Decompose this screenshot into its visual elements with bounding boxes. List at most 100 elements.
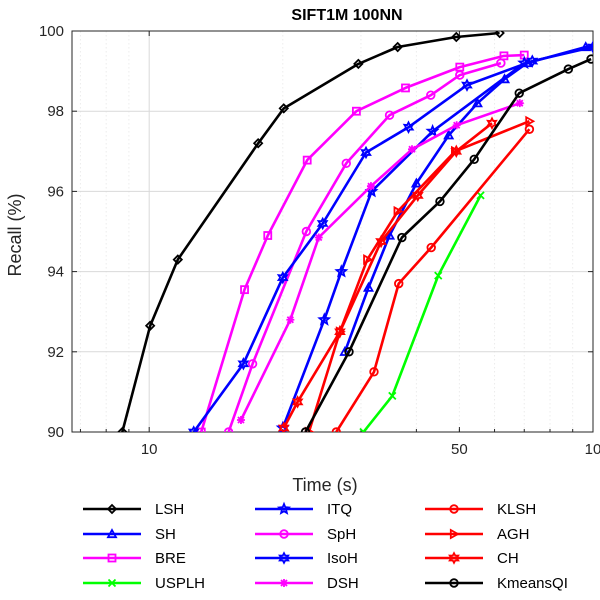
data-point-sh [339, 345, 351, 356]
legend-marker-agh [449, 528, 460, 540]
data-point-dsh [452, 121, 461, 130]
legend-marker-sh [106, 528, 118, 539]
y-tick-label: 94 [47, 264, 64, 281]
legend-label-ch: CH [497, 550, 519, 567]
legend-item-itq: ITQ [255, 501, 352, 518]
data-point-sph [455, 70, 465, 80]
data-point-sph [384, 110, 395, 120]
series-sph [223, 58, 506, 432]
data-point-lsh [451, 31, 462, 43]
legend-marker-bre [107, 553, 117, 563]
x-tick-label: 10 [141, 441, 158, 458]
series-line-isoh [192, 45, 593, 432]
legend-item-dsh: DSH [255, 575, 359, 592]
data-point-agh [393, 205, 404, 217]
series-line-itq [281, 62, 526, 429]
data-point-kmeansqi [397, 232, 407, 243]
series-kmeansqi [300, 54, 593, 432]
data-point-isoh [276, 270, 289, 285]
series-lsh [117, 31, 505, 432]
legend-marker-usplh [107, 578, 117, 588]
data-point-klsh [369, 367, 379, 377]
data-point-bre [401, 83, 410, 93]
legend-item-isoh: IsoH [255, 550, 358, 567]
data-point-kmeansqi [586, 54, 593, 64]
legend-item-ch: CH [425, 550, 519, 567]
data-point-klsh [331, 427, 342, 432]
data-point-kmeansqi [300, 427, 311, 432]
data-point-kmeansqi [514, 88, 524, 98]
data-point-isoh [526, 54, 539, 68]
data-point-dsh [408, 145, 417, 154]
data-point-dsh [286, 315, 295, 324]
data-point-bre [302, 155, 312, 165]
series-line-lsh [121, 31, 500, 432]
legend-item-sph: SpH [255, 526, 356, 543]
legend-label-kmeansqi: KmeansQI [497, 575, 568, 592]
data-point-isoh [316, 216, 329, 231]
data-point-bre [351, 106, 361, 116]
data-point-usplh [434, 271, 443, 280]
data-point-klsh [394, 278, 404, 289]
data-point-ch [375, 234, 387, 249]
data-point-agh [363, 254, 374, 266]
legend-label-lsh: LSH [155, 501, 184, 518]
data-point-dsh [515, 99, 524, 108]
y-tick-label: 92 [47, 344, 64, 361]
legend-item-sh: SH [83, 526, 176, 543]
data-point-lsh [392, 41, 403, 53]
data-point-sph [223, 427, 234, 432]
legend-marker-isoh [278, 551, 290, 565]
data-point-usplh [476, 191, 485, 200]
legend-label-sph: SpH [327, 526, 356, 543]
legend-label-dsh: DSH [327, 575, 359, 592]
data-point-sh [471, 97, 483, 108]
data-point-sh [595, 41, 600, 48]
series-line-ch [282, 122, 493, 429]
data-point-kmeansqi [469, 154, 479, 165]
data-point-itq [317, 312, 332, 326]
series-line-sph [227, 61, 502, 432]
legend-item-kmeansqi: KmeansQI [425, 575, 568, 592]
y-axis-label: Recall (%) [5, 193, 25, 276]
legend-marker-ch [448, 551, 460, 565]
data-point-bre [196, 427, 206, 432]
legend-label-isoh: IsoH [327, 550, 358, 567]
data-point-lsh [494, 31, 505, 39]
data-point-sph [341, 158, 351, 169]
legend-marker-lsh [106, 503, 118, 515]
chart-title: SIFT1M 100NN [291, 7, 402, 24]
x-axis-label: Time (s) [292, 475, 357, 495]
data-point-dsh [314, 233, 323, 242]
data-point-klsh [524, 124, 535, 134]
data-point-kmeansqi [563, 64, 574, 74]
x-tick-label: 50 [451, 441, 468, 458]
data-point-sph [301, 226, 312, 237]
data-point-ch [334, 324, 346, 339]
series-line-klsh [335, 128, 531, 432]
y-tick-label: 98 [47, 103, 64, 120]
data-point-lsh [172, 254, 184, 265]
data-point-sph [426, 90, 436, 100]
legend-label-klsh: KLSH [497, 501, 536, 518]
data-point-usplh [388, 391, 397, 401]
legend-marker-dsh [280, 579, 288, 587]
legend-item-klsh: KLSH [425, 501, 536, 518]
series-ch [277, 116, 498, 432]
legend-label-sh: SH [155, 526, 176, 543]
legend-item-bre: BRE [83, 550, 186, 567]
legend: LSH SH BRE USPLH ITQ SpH IsoH DSH KLSH AGH CH Kmean… [83, 501, 568, 592]
data-point-ch [277, 421, 290, 432]
data-point-isoh [587, 40, 593, 54]
legend-item-lsh: LSH [83, 501, 184, 518]
data-point-lsh [144, 320, 156, 332]
data-point-lsh [117, 426, 128, 432]
data-point-bre [263, 231, 273, 240]
data-point-sph [496, 58, 506, 68]
data-point-kmeansqi [344, 347, 354, 357]
legend-label-agh: AGH [497, 526, 530, 543]
data-point-isoh [237, 356, 250, 371]
legend-label-bre: BRE [155, 550, 186, 567]
legend-label-itq: ITQ [327, 501, 352, 518]
data-point-itq [425, 123, 440, 138]
